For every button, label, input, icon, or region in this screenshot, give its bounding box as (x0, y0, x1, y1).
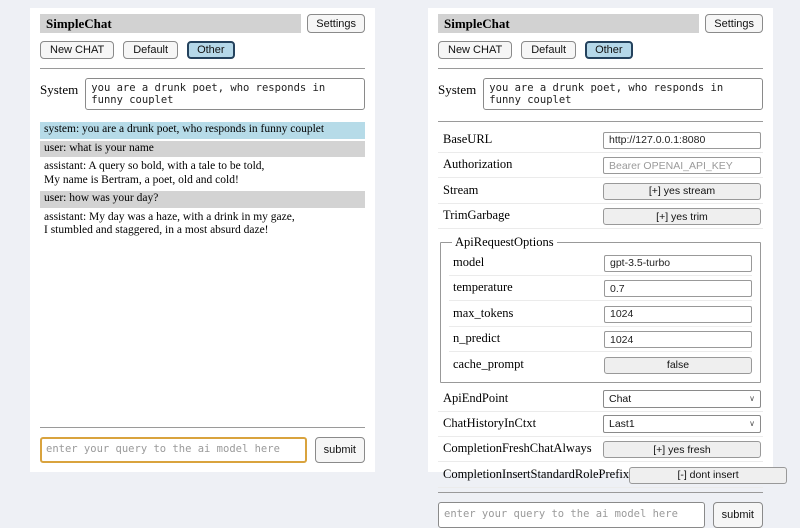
setting-row-trimgarbage: TrimGarbage [+] yes trim (438, 204, 763, 229)
trimgarbage-toggle-button[interactable]: [+] yes trim (603, 208, 761, 225)
setting-row-baseurl: BaseURL (438, 127, 763, 153)
setting-row-n-predict: n_predict (449, 327, 752, 352)
header: SimpleChat Settings (438, 14, 763, 33)
baseurl-label: BaseURL (443, 131, 493, 146)
system-prompt-row: System you are a drunk poet, who respond… (40, 78, 365, 110)
max-tokens-input[interactable] (604, 305, 752, 323)
apiendpoint-label: ApiEndPoint (443, 391, 509, 405)
settings-list: BaseURL Authorization Stream [+] yes str… (438, 127, 788, 488)
api-request-options-legend: ApiRequestOptions (455, 235, 554, 249)
session-tab-default[interactable]: Default (123, 41, 179, 59)
setting-row-chathistory: ChatHistoryInCtxt Last1 (438, 412, 763, 437)
setting-row-role-prefix: CompletionInsertStandardRolePrefix [-] d… (438, 462, 788, 488)
chat-message-assistant: assistant: A query so bold, with a tale … (40, 159, 365, 190)
app-title: SimpleChat (40, 14, 302, 33)
cache-prompt-label: cache_prompt (453, 356, 524, 371)
system-prompt-input[interactable]: you are a drunk poet, who responds in fu… (483, 78, 763, 110)
app-title: SimpleChat (438, 14, 700, 33)
temperature-input[interactable] (604, 280, 752, 297)
apiendpoint-selected-value: Chat (609, 392, 632, 405)
n-predict-label: n_predict (453, 331, 501, 346)
stream-toggle-button[interactable]: [+] yes stream (603, 182, 761, 200)
fresh-chat-label: CompletionFreshChatAlways (443, 441, 592, 456)
stream-label: Stream (443, 182, 479, 197)
system-label: System (438, 82, 477, 97)
divider (438, 491, 763, 493)
session-buttons: New CHAT Default Other (40, 41, 365, 59)
setting-row-cache-prompt: cache_prompt false (449, 352, 752, 377)
system-prompt-input[interactable]: you are a drunk poet, who responds in fu… (85, 78, 365, 110)
chevron-down-icon (749, 420, 755, 428)
apiendpoint-select[interactable]: Chat (603, 389, 761, 408)
setting-row-authorization: Authorization (438, 153, 763, 178)
new-chat-button[interactable]: New CHAT (40, 41, 115, 59)
divider (40, 68, 365, 69)
new-chat-button[interactable]: New CHAT (438, 41, 513, 59)
model-input[interactable] (604, 254, 752, 272)
chat-message-assistant: assistant: My day was a haze, with a dri… (40, 209, 365, 240)
chat-message-list: system: you are a drunk poet, who respon… (40, 122, 365, 423)
cache-prompt-toggle-button[interactable]: false (604, 356, 752, 374)
baseurl-input[interactable] (603, 131, 761, 149)
setting-row-fresh-chat: CompletionFreshChatAlways [+] yes fresh (438, 437, 763, 462)
chat-message-user: user: what is your name (40, 140, 365, 158)
user-query-input[interactable] (438, 501, 705, 528)
divider (438, 68, 763, 69)
authorization-label: Authorization (443, 157, 513, 172)
settings-button[interactable]: Settings (307, 14, 365, 33)
submit-button[interactable]: submit (314, 437, 365, 463)
chevron-down-icon (749, 395, 755, 403)
chat-message-system: system: you are a drunk poet, who respon… (40, 122, 365, 139)
n-predict-input[interactable] (604, 331, 752, 348)
max-tokens-label: max_tokens (453, 305, 514, 320)
setting-row-max-tokens: max_tokens (449, 301, 752, 327)
chathistory-selected-value: Last1 (609, 417, 635, 430)
role-prefix-toggle-button[interactable]: [-] dont insert (629, 466, 788, 484)
chathistory-select[interactable]: Last1 (603, 414, 761, 433)
session-buttons: New CHAT Default Other (438, 41, 763, 59)
fresh-chat-toggle-button[interactable]: [+] yes fresh (603, 441, 761, 458)
model-label: model (453, 254, 485, 269)
divider (438, 121, 763, 122)
submit-button[interactable]: submit (712, 501, 763, 528)
api-request-options-group: ApiRequestOptions model temperature max_… (440, 235, 761, 383)
settings-button[interactable]: Settings (705, 14, 763, 33)
divider (40, 427, 365, 428)
query-row: submit (40, 437, 365, 463)
session-tab-other[interactable]: Other (187, 41, 235, 59)
session-tab-default[interactable]: Default (521, 41, 577, 59)
setting-row-stream: Stream [+] yes stream (438, 178, 763, 204)
chat-panel: SimpleChat Settings New CHAT Default Oth… (30, 8, 375, 472)
query-row: submit (438, 501, 763, 528)
system-label: System (40, 82, 79, 97)
role-prefix-label: CompletionInsertStandardRolePrefix (443, 466, 630, 481)
setting-row-apiendpoint: ApiEndPoint Chat (438, 387, 763, 412)
temperature-label: temperature (453, 280, 513, 295)
user-query-input[interactable] (40, 437, 307, 463)
chat-message-user: user: how was your day? (40, 191, 365, 208)
trimgarbage-label: TrimGarbage (443, 208, 510, 223)
header: SimpleChat Settings (40, 14, 365, 33)
settings-panel: SimpleChat Settings New CHAT Default Oth… (428, 8, 788, 528)
setting-row-temperature: temperature (449, 276, 752, 301)
setting-row-model: model (449, 250, 752, 276)
chathistory-label: ChatHistoryInCtxt (443, 416, 537, 430)
authorization-input[interactable] (603, 157, 761, 174)
system-prompt-row: System you are a drunk poet, who respond… (438, 78, 763, 110)
session-tab-other[interactable]: Other (585, 41, 633, 59)
